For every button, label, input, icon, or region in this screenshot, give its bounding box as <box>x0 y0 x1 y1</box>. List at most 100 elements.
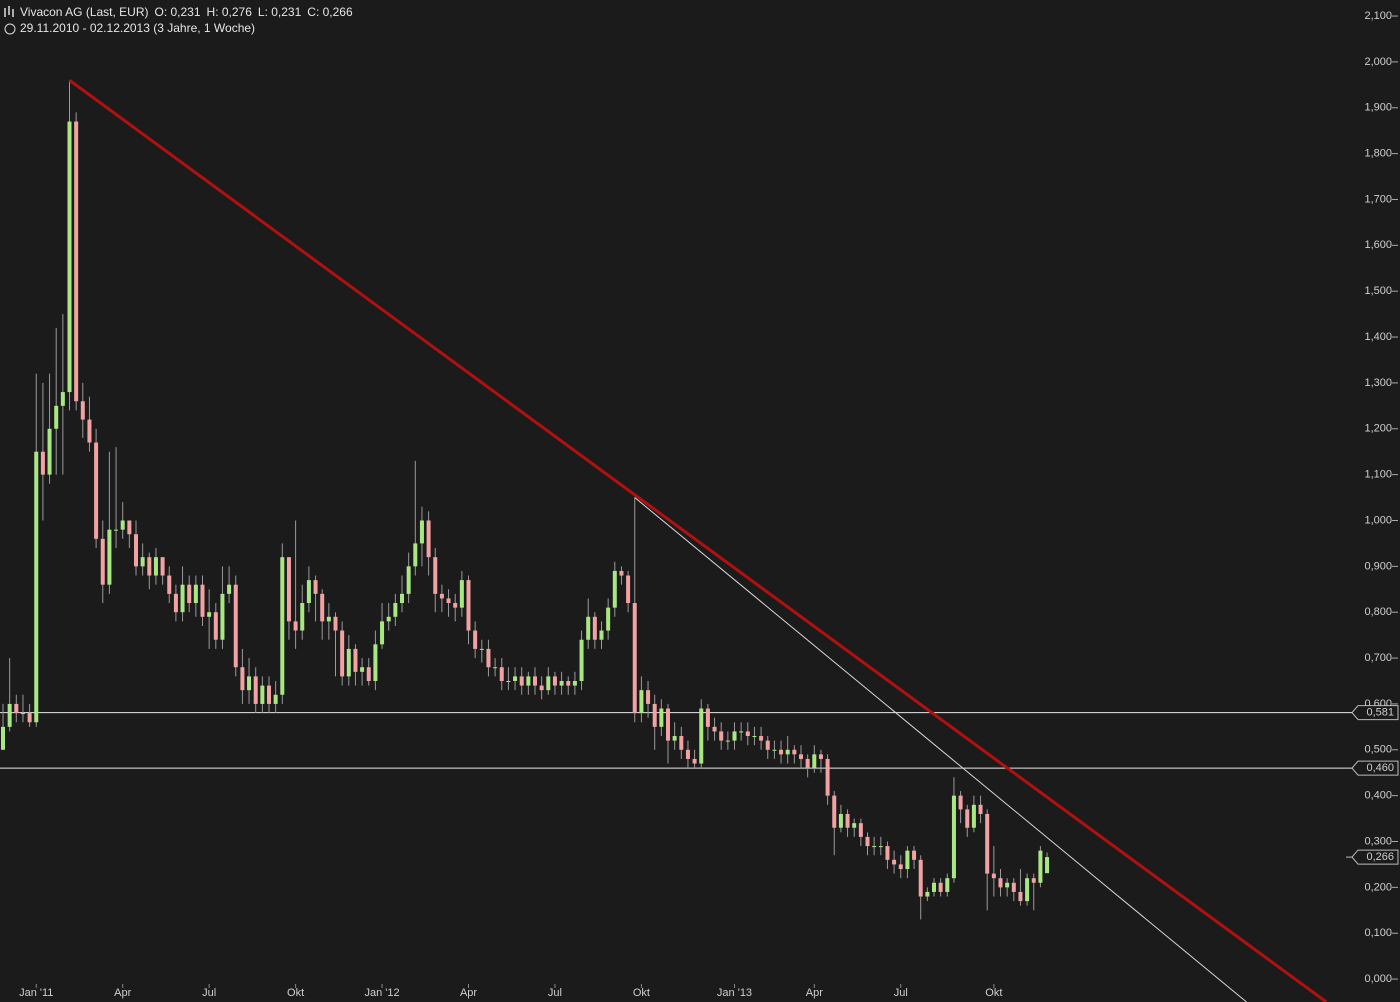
last-label: 0,266 <box>1366 851 1394 863</box>
y-tick-label: 1,700 <box>1364 193 1392 205</box>
y-tick-label: 0,900 <box>1364 560 1392 572</box>
level-tag <box>1351 705 1399 721</box>
candle-body <box>466 580 471 631</box>
candle-body <box>998 878 1003 888</box>
candle-body <box>912 850 917 860</box>
candle-body <box>513 676 518 681</box>
y-tick-label: 1,500 <box>1364 285 1392 297</box>
candle-body <box>858 823 863 837</box>
candle-body <box>267 685 271 704</box>
candle-body <box>227 584 232 594</box>
candle-body <box>47 428 52 475</box>
candle-body <box>838 813 843 828</box>
candle-body <box>353 648 358 672</box>
candle-body <box>260 685 265 704</box>
candle-body <box>326 616 331 622</box>
candle-body <box>971 804 976 828</box>
candle-body <box>991 873 996 879</box>
y-tick-label: 1,400 <box>1364 331 1392 343</box>
candle-body <box>340 630 345 677</box>
y-tick-label: 0,300 <box>1364 835 1392 847</box>
candle-body <box>759 736 764 741</box>
x-tick-label: Jul <box>202 987 216 999</box>
candle-body <box>180 584 185 613</box>
candle-body <box>825 758 830 796</box>
candle-body <box>153 557 158 576</box>
x-tick-label: Jan '12 <box>364 987 399 999</box>
candle-body <box>812 754 817 769</box>
candle-body <box>533 676 537 686</box>
y-tick-label: 1,100 <box>1364 469 1392 481</box>
x-tick-label: Apr <box>806 987 823 999</box>
candle-body <box>818 754 823 759</box>
candle-body <box>247 676 252 691</box>
candle-body <box>320 593 325 622</box>
candle-body <box>1045 857 1050 874</box>
candle-body <box>479 648 484 650</box>
close-label: C: 0,266 <box>307 5 353 19</box>
candle-body <box>832 795 837 828</box>
candle-body <box>878 846 883 848</box>
candle-body <box>626 575 631 604</box>
candle-body <box>366 667 371 681</box>
candle-body <box>951 795 956 879</box>
candle-body <box>147 557 152 576</box>
candle-body <box>413 543 418 567</box>
candle-body <box>599 630 604 640</box>
candle-body <box>27 713 32 723</box>
candle-body <box>566 680 571 686</box>
candle-body <box>646 690 651 704</box>
candle-body <box>725 740 730 742</box>
candle-body <box>632 603 637 714</box>
candle-body <box>612 570 617 608</box>
period: 29.11.2010 - 02.12.2013 (3 Jahre, 1 Woch… <box>20 21 255 35</box>
trend-line <box>68 79 1328 1002</box>
candle-body <box>619 570 624 576</box>
candle-body <box>965 809 970 828</box>
y-tick-label: 0,800 <box>1364 606 1392 618</box>
candle-body <box>938 882 943 892</box>
candle-body <box>519 676 524 686</box>
candle-body <box>592 616 597 640</box>
candle-body <box>40 451 45 475</box>
y-tick-label: 0,500 <box>1364 744 1392 756</box>
x-tick-label: Jan '11 <box>19 987 53 999</box>
candle-body <box>473 630 478 649</box>
x-tick-label: Jan '13 <box>717 987 752 999</box>
candle-body <box>439 593 444 599</box>
candle-body <box>313 580 318 594</box>
candle-body <box>699 708 704 764</box>
chart-icon <box>4 6 14 17</box>
candle-body <box>852 823 857 828</box>
candle-body <box>865 836 870 847</box>
candle-body <box>300 603 305 631</box>
candle-body <box>213 612 218 640</box>
candle-body <box>34 451 39 723</box>
x-tick-label: Jul <box>548 987 562 999</box>
y-tick-label: 1,000 <box>1364 514 1392 526</box>
candle-body <box>193 584 198 604</box>
clock-icon <box>4 23 16 35</box>
candle-body <box>1031 878 1036 883</box>
candle-body <box>1025 878 1030 902</box>
candle-body <box>293 621 298 631</box>
candle-body <box>958 795 963 810</box>
y-tick-label: 2,100 <box>1364 10 1392 22</box>
candle-body <box>679 736 684 750</box>
candle-body <box>705 708 710 727</box>
low-label: L: 0,231 <box>258 5 302 19</box>
candle-body <box>672 736 677 741</box>
candle-body <box>100 538 105 585</box>
candle-body <box>506 680 511 682</box>
candle-body <box>306 580 311 604</box>
candle-body <box>745 731 750 737</box>
candle-body <box>712 726 717 732</box>
candle-body <box>54 405 59 429</box>
candle-body <box>419 520 424 544</box>
candle-body <box>220 593 225 640</box>
y-tick-label: 0,200 <box>1364 881 1392 893</box>
instrument: Vivacon AG (Last, EUR) <box>20 5 149 19</box>
candle-body <box>127 520 132 535</box>
